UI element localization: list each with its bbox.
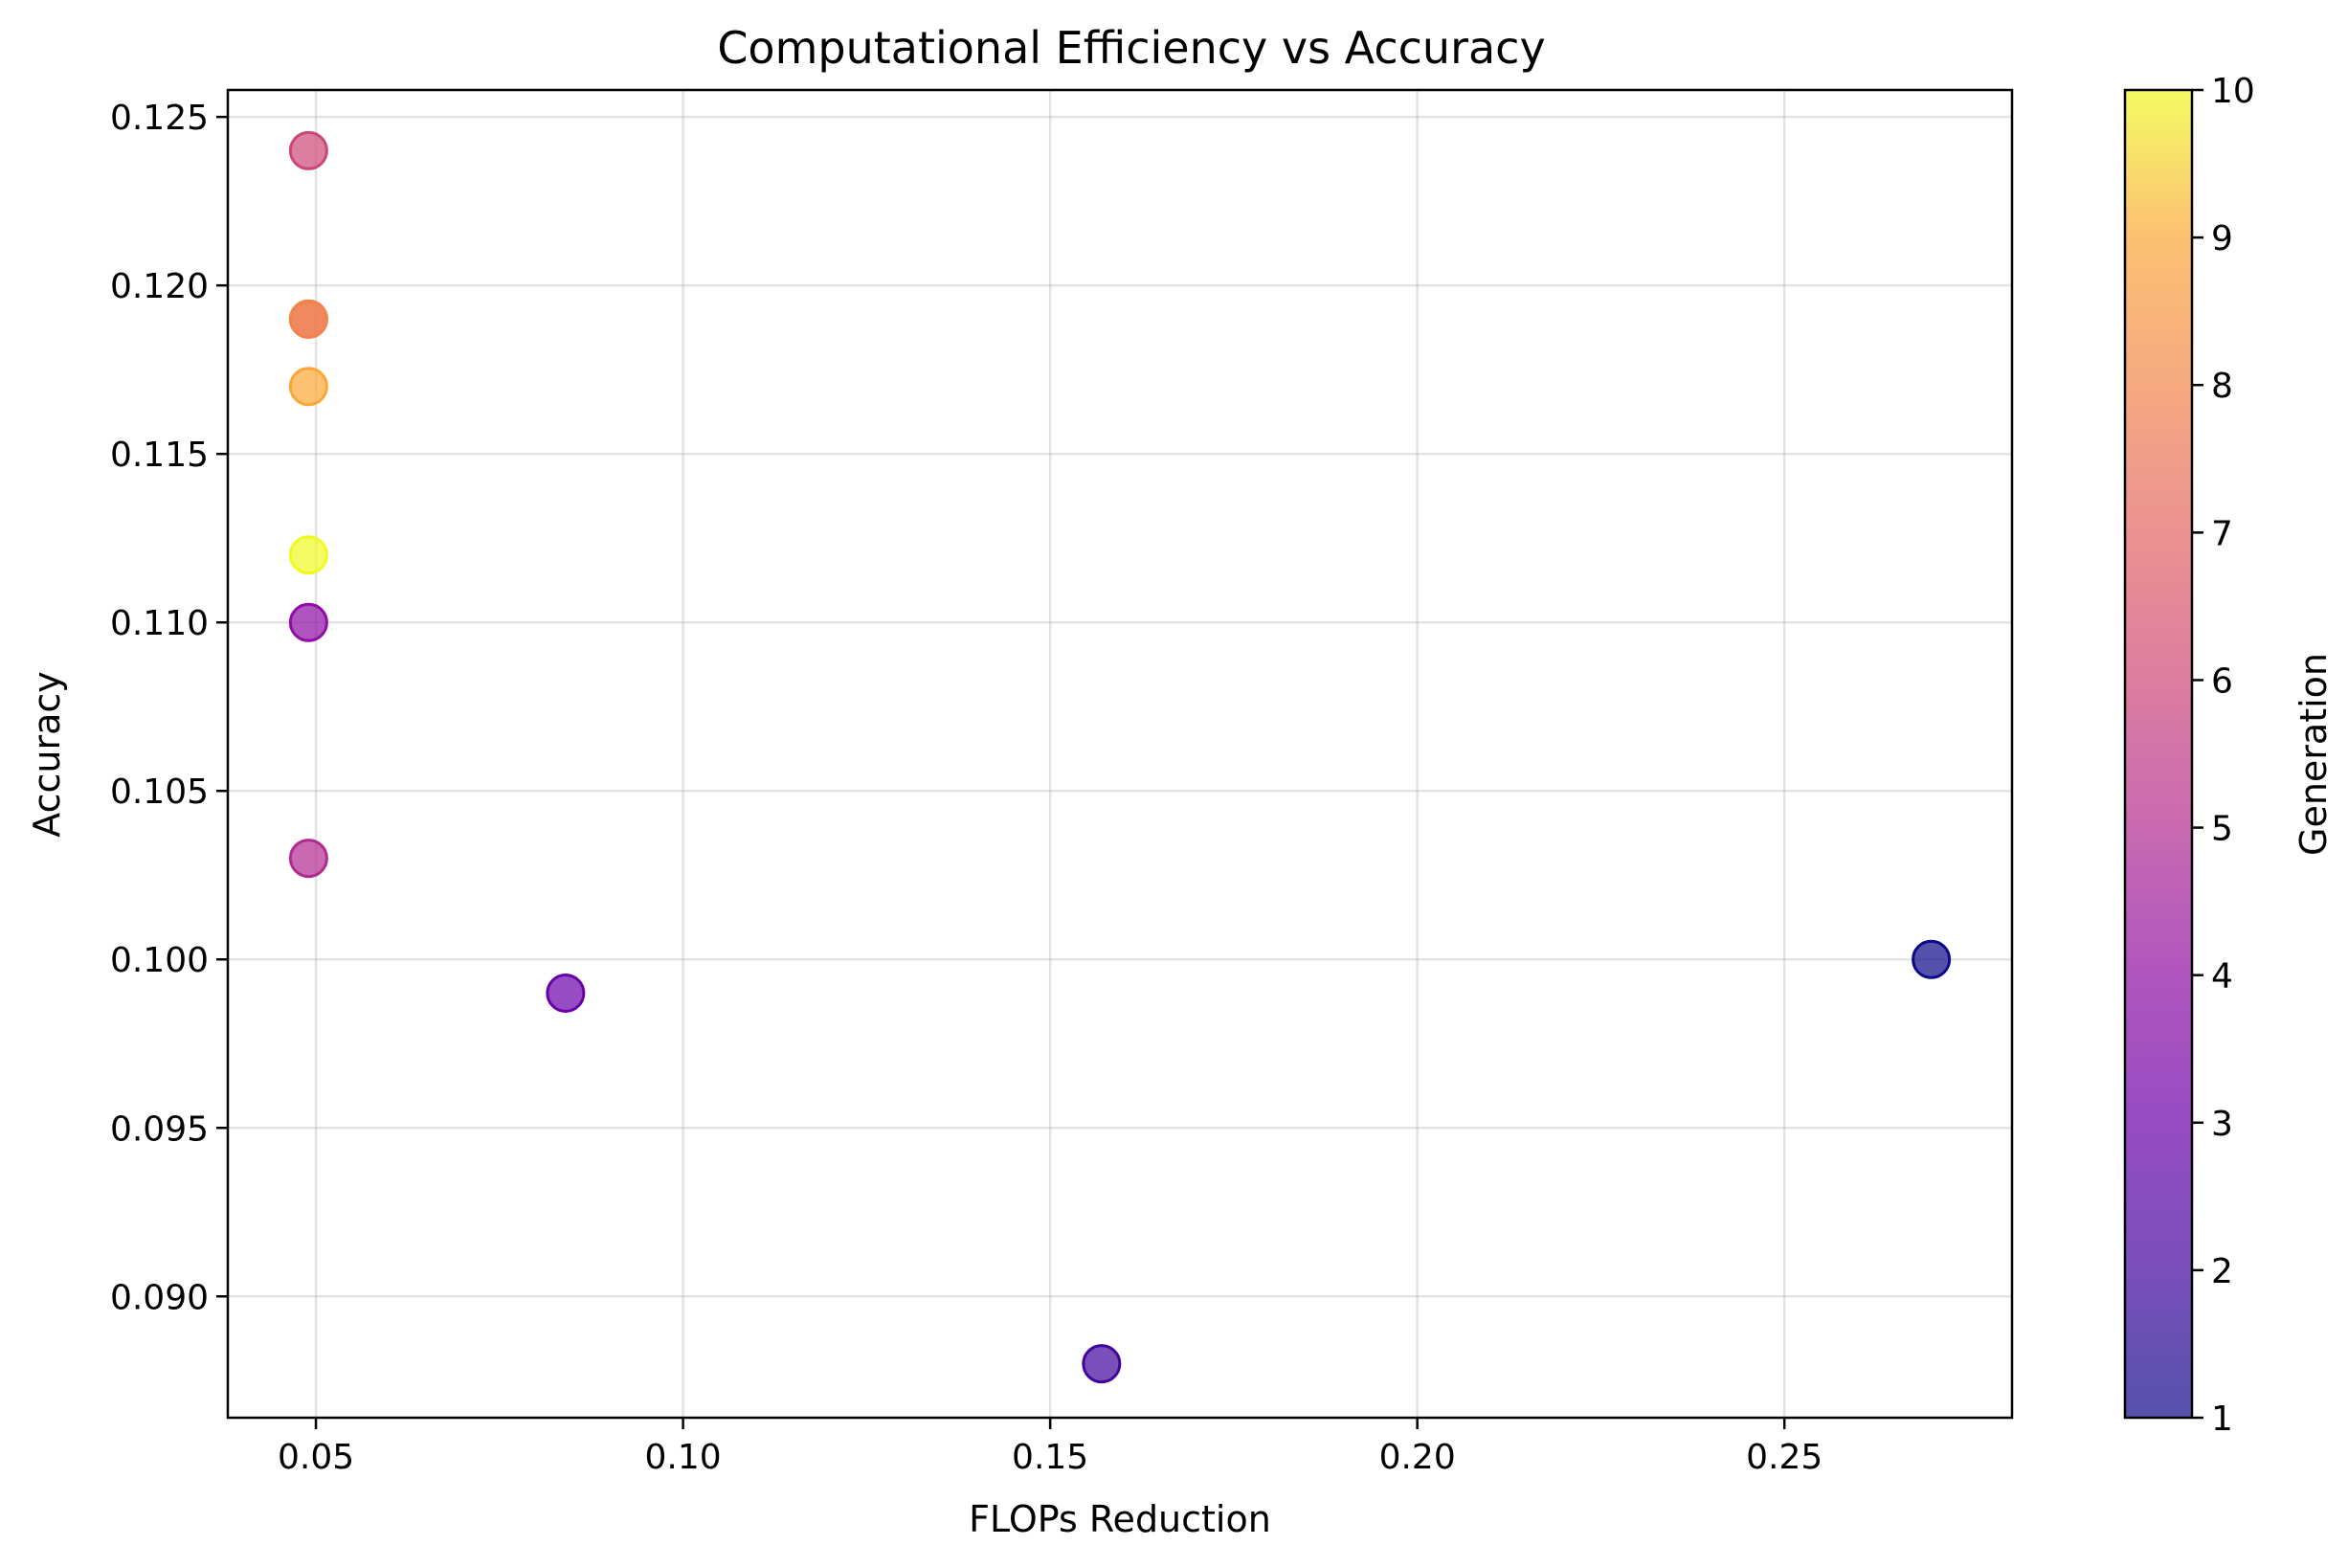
colorbar-label: Generation — [2292, 653, 2335, 856]
colorbar-tick-label: 10 — [2211, 72, 2255, 111]
scatter-point — [288, 602, 328, 642]
x-tick-label: 0.20 — [1379, 1438, 1456, 1477]
colorbar-tick-label: 1 — [2211, 1400, 2233, 1439]
y-tick-label: 0.115 — [110, 436, 209, 475]
y-tick-label: 0.090 — [110, 1278, 209, 1317]
scatter-point — [288, 535, 328, 575]
y-tick-label: 0.105 — [110, 773, 209, 812]
y-tick-label: 0.125 — [110, 99, 209, 138]
y-tick-label: 0.100 — [110, 941, 209, 980]
scatter-point — [288, 839, 328, 879]
scatter-point — [288, 130, 328, 170]
colorbar: 1 2 3 4 5 6 7 8 9 10 Generation — [2123, 72, 2335, 1439]
grid-lines — [228, 90, 2012, 1418]
x-axis-ticks: 0.05 0.10 0.15 0.20 0.25 — [278, 1418, 1822, 1477]
y-axis-ticks: 0.090 0.095 0.100 0.105 0.110 0.115 0.120 0.125 — [110, 99, 228, 1317]
scatter-point — [288, 367, 328, 407]
plot-frame — [226, 88, 2014, 1420]
y-axis-label: Accuracy — [26, 671, 68, 838]
scatter-points — [288, 130, 1952, 1384]
colorbar-tick-label: 7 — [2211, 514, 2233, 553]
scatter-point — [1912, 939, 1952, 979]
x-tick-label: 0.25 — [1746, 1438, 1822, 1477]
x-tick-label: 0.15 — [1012, 1438, 1088, 1477]
x-tick-label: 0.10 — [645, 1438, 722, 1477]
scatter-point — [546, 973, 586, 1013]
colorbar-gradient — [2125, 90, 2192, 1418]
colorbar-tick-label: 5 — [2211, 810, 2233, 849]
scatter-point — [288, 299, 328, 339]
colorbar-ticks: 1 2 3 4 5 6 7 8 9 10 — [2192, 72, 2255, 1439]
chart-title: Computational Efficiency vs Accuracy — [717, 22, 1545, 74]
colorbar-tick-label: 8 — [2211, 367, 2233, 406]
colorbar-tick-label: 3 — [2211, 1105, 2233, 1144]
y-tick-label: 0.095 — [110, 1109, 209, 1149]
colorbar-tick-label: 4 — [2211, 957, 2233, 997]
x-axis-label: FLOPs Reduction — [969, 1498, 1271, 1540]
y-tick-label: 0.110 — [110, 604, 209, 643]
colorbar-tick-label: 6 — [2211, 661, 2233, 701]
scatter-point — [1082, 1344, 1122, 1384]
colorbar-frame — [2123, 88, 2194, 1420]
y-tick-label: 0.120 — [110, 267, 209, 306]
colorbar-tick-label: 2 — [2211, 1252, 2233, 1291]
x-tick-label: 0.05 — [278, 1438, 354, 1477]
colorbar-tick-label: 9 — [2211, 219, 2233, 258]
